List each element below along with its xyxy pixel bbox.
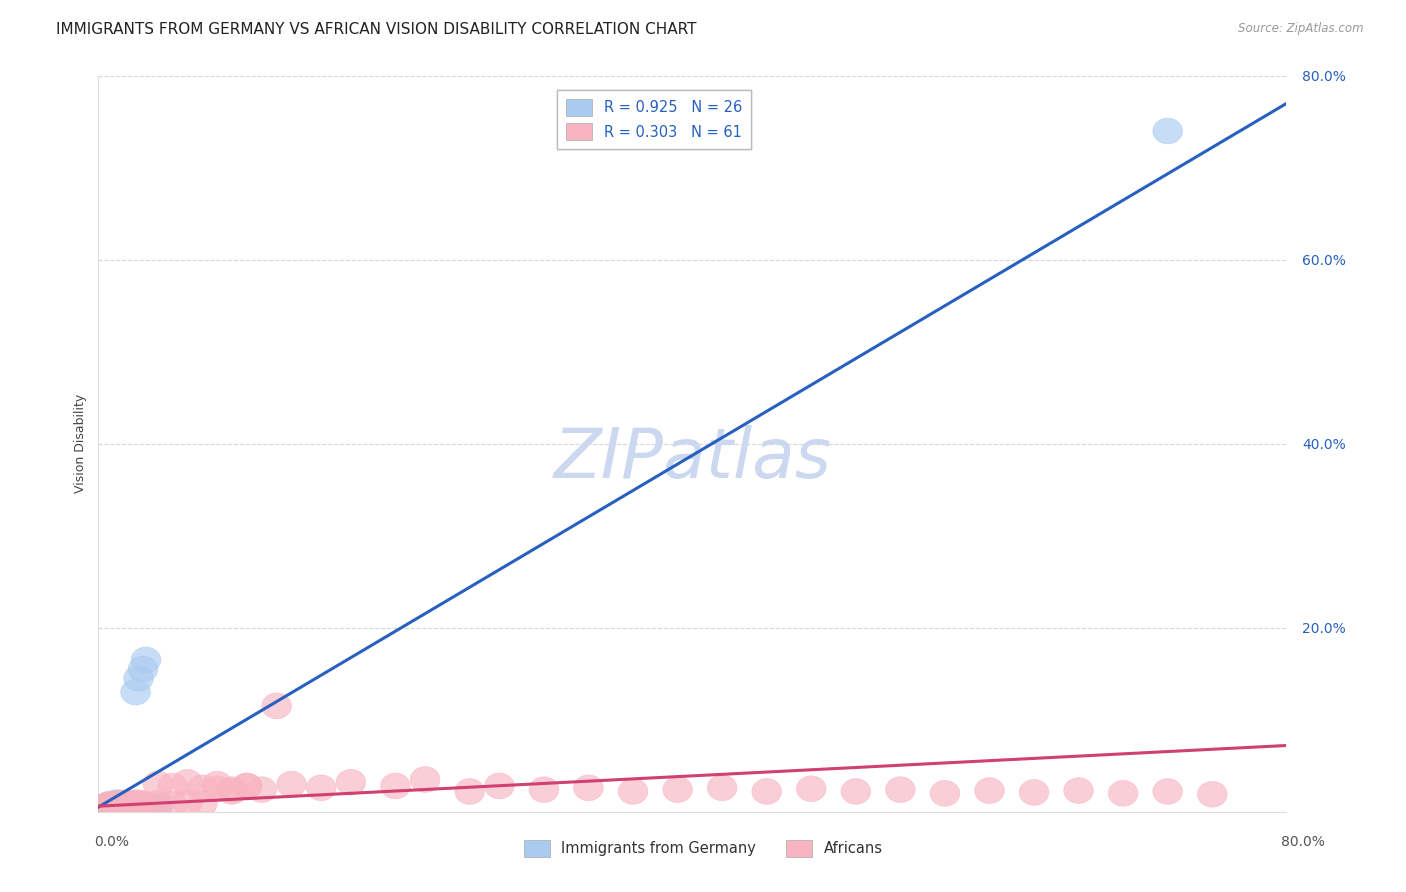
Ellipse shape xyxy=(187,790,217,816)
Ellipse shape xyxy=(89,795,118,821)
Ellipse shape xyxy=(93,794,122,820)
Ellipse shape xyxy=(107,793,136,819)
Ellipse shape xyxy=(752,779,782,805)
Ellipse shape xyxy=(1198,781,1227,807)
Ellipse shape xyxy=(114,792,143,818)
Y-axis label: Vision Disability: Vision Disability xyxy=(75,394,87,493)
Ellipse shape xyxy=(97,792,127,818)
Ellipse shape xyxy=(931,780,960,806)
Ellipse shape xyxy=(187,775,217,801)
Ellipse shape xyxy=(91,793,121,819)
Ellipse shape xyxy=(247,777,277,803)
Ellipse shape xyxy=(114,789,143,815)
Ellipse shape xyxy=(121,680,150,705)
Ellipse shape xyxy=(135,792,166,818)
Ellipse shape xyxy=(105,791,135,817)
Ellipse shape xyxy=(707,775,737,801)
Ellipse shape xyxy=(105,791,135,817)
Ellipse shape xyxy=(98,793,128,819)
Ellipse shape xyxy=(157,773,187,799)
Ellipse shape xyxy=(974,778,1004,804)
Ellipse shape xyxy=(108,790,139,816)
Ellipse shape xyxy=(128,790,157,816)
Ellipse shape xyxy=(141,793,170,819)
Text: 0.0%: 0.0% xyxy=(94,835,129,849)
Ellipse shape xyxy=(120,790,149,816)
Ellipse shape xyxy=(94,793,124,819)
Ellipse shape xyxy=(456,779,485,805)
Ellipse shape xyxy=(796,776,827,802)
Ellipse shape xyxy=(574,775,603,801)
Ellipse shape xyxy=(124,665,153,691)
Ellipse shape xyxy=(122,789,152,815)
Ellipse shape xyxy=(128,657,157,682)
Ellipse shape xyxy=(232,773,262,799)
Ellipse shape xyxy=(143,790,173,816)
Ellipse shape xyxy=(157,791,187,817)
Ellipse shape xyxy=(98,794,128,820)
Ellipse shape xyxy=(1153,118,1182,144)
Ellipse shape xyxy=(103,789,132,815)
Ellipse shape xyxy=(662,777,693,803)
Ellipse shape xyxy=(104,793,134,819)
Ellipse shape xyxy=(117,791,146,817)
Ellipse shape xyxy=(103,790,132,816)
Ellipse shape xyxy=(619,779,648,805)
Ellipse shape xyxy=(277,772,307,797)
Ellipse shape xyxy=(411,766,440,792)
Ellipse shape xyxy=(100,790,129,816)
Ellipse shape xyxy=(100,791,129,817)
Ellipse shape xyxy=(135,794,166,820)
Ellipse shape xyxy=(1064,778,1094,804)
Ellipse shape xyxy=(110,793,141,819)
Ellipse shape xyxy=(173,770,202,795)
Ellipse shape xyxy=(104,792,134,818)
Ellipse shape xyxy=(94,791,124,817)
Ellipse shape xyxy=(1019,780,1049,805)
Ellipse shape xyxy=(529,777,558,803)
Ellipse shape xyxy=(217,779,247,805)
Ellipse shape xyxy=(89,794,118,820)
Ellipse shape xyxy=(97,792,127,818)
Ellipse shape xyxy=(96,791,125,817)
Ellipse shape xyxy=(202,776,232,802)
Ellipse shape xyxy=(173,789,202,815)
Ellipse shape xyxy=(1108,780,1137,806)
Ellipse shape xyxy=(91,793,121,819)
Ellipse shape xyxy=(217,777,247,803)
Ellipse shape xyxy=(101,792,131,818)
Ellipse shape xyxy=(143,772,173,797)
Text: 80.0%: 80.0% xyxy=(1281,835,1324,849)
Ellipse shape xyxy=(307,775,336,801)
Ellipse shape xyxy=(96,793,125,819)
Ellipse shape xyxy=(131,647,160,673)
Ellipse shape xyxy=(336,770,366,795)
Ellipse shape xyxy=(117,792,146,818)
Ellipse shape xyxy=(125,791,155,817)
Ellipse shape xyxy=(110,792,141,818)
Ellipse shape xyxy=(1153,779,1182,805)
Ellipse shape xyxy=(101,793,131,819)
Text: Source: ZipAtlas.com: Source: ZipAtlas.com xyxy=(1239,22,1364,36)
Ellipse shape xyxy=(107,794,136,820)
Ellipse shape xyxy=(841,779,870,805)
Text: IMMIGRANTS FROM GERMANY VS AFRICAN VISION DISABILITY CORRELATION CHART: IMMIGRANTS FROM GERMANY VS AFRICAN VISIO… xyxy=(56,22,697,37)
Legend: R = 0.925   N = 26, R = 0.303   N = 61: R = 0.925 N = 26, R = 0.303 N = 61 xyxy=(557,90,751,149)
Ellipse shape xyxy=(232,773,262,799)
Ellipse shape xyxy=(108,790,139,816)
Ellipse shape xyxy=(262,693,291,719)
Ellipse shape xyxy=(93,792,122,818)
Ellipse shape xyxy=(485,773,515,799)
Ellipse shape xyxy=(120,791,149,817)
Ellipse shape xyxy=(886,777,915,803)
Legend: Immigrants from Germany, Africans: Immigrants from Germany, Africans xyxy=(517,834,889,863)
Ellipse shape xyxy=(202,772,232,797)
Text: ZIPatlas: ZIPatlas xyxy=(554,425,831,492)
Ellipse shape xyxy=(381,773,411,799)
Ellipse shape xyxy=(143,794,173,820)
